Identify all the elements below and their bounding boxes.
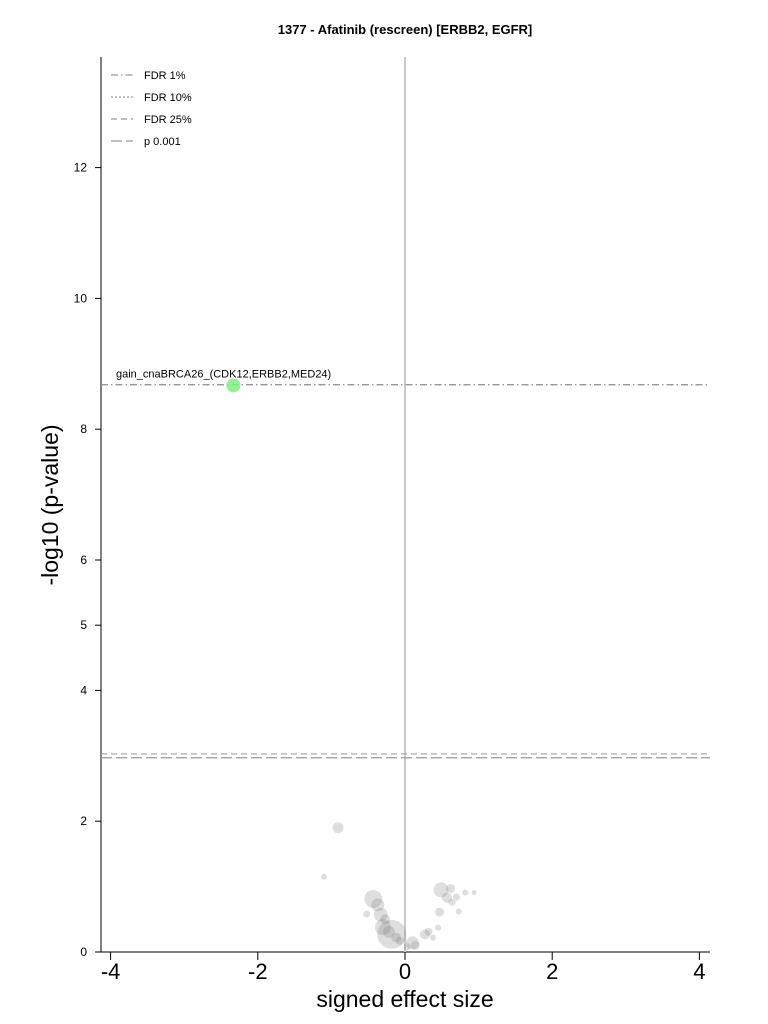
y-tick-label: 8 [80, 422, 87, 436]
data-point [448, 898, 456, 906]
data-point [462, 889, 469, 896]
y-tick-label: 4 [80, 683, 87, 697]
data-point [364, 890, 383, 909]
legend-entry: p 0.001 [144, 136, 181, 148]
data-point [391, 932, 402, 943]
y-tick-label: 0 [80, 945, 87, 959]
legend-entry: FDR 10% [144, 92, 192, 104]
legend-entry: FDR 25% [144, 114, 192, 126]
x-tick-label: 2 [546, 959, 558, 984]
data-point [429, 934, 436, 941]
data-point [424, 927, 433, 936]
axes: 0 2 4 5 6 8 10 12 -4 -2 0 2 4 [74, 57, 710, 984]
x-axis-label: signed effect size [316, 986, 493, 1012]
data-point [419, 929, 430, 940]
data-point [332, 822, 344, 834]
x-tick-label: 0 [399, 959, 411, 984]
data-point [380, 914, 391, 925]
data-point [433, 882, 449, 898]
legend: FDR 1% FDR 10% FDR 25% p 0.001 [111, 70, 192, 148]
highlighted-point-group: gain_cnaBRCA26_(CDK12,ERBB2,MED24) [116, 368, 331, 393]
data-point [403, 943, 411, 951]
data-point [471, 889, 477, 895]
data-point [377, 919, 407, 949]
y-tick-label: 2 [80, 814, 87, 828]
highlighted-point [226, 378, 241, 393]
data-points [321, 822, 477, 951]
chart-title: 1377 - Afatinib (rescreen) [ERBB2, EGFR] [278, 22, 533, 37]
data-point [405, 936, 419, 950]
data-point [410, 940, 420, 950]
y-tick-label: 6 [80, 553, 87, 567]
data-point [374, 919, 391, 936]
data-point [453, 893, 461, 901]
data-point [446, 884, 456, 894]
legend-entry: FDR 1% [144, 70, 186, 82]
x-tick-label: -4 [101, 959, 121, 984]
y-tick-label: 10 [74, 291, 88, 305]
data-point [373, 907, 388, 922]
y-tick-label: 12 [74, 161, 88, 175]
data-point [363, 910, 371, 918]
x-tick-label: -2 [248, 959, 268, 984]
data-point [435, 907, 445, 917]
highlighted-point-label: gain_cnaBRCA26_(CDK12,ERBB2,MED24) [116, 368, 331, 380]
data-point [441, 892, 452, 903]
data-point [321, 873, 328, 880]
data-point [371, 898, 385, 912]
y-tick-label: 5 [80, 618, 87, 632]
x-tick-label: 4 [693, 959, 705, 984]
y-axis-label: -log10 (p-value) [37, 424, 63, 585]
data-point [435, 924, 442, 931]
data-point [455, 908, 462, 915]
data-point [382, 925, 395, 938]
threshold-lines [101, 384, 710, 759]
data-point [395, 936, 404, 945]
